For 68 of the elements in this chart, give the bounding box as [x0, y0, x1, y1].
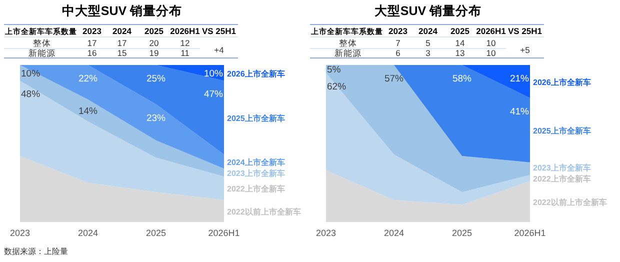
category-label: 2023: [82, 26, 102, 36]
text: +4: [214, 45, 224, 55]
data-label: 10: [486, 48, 496, 58]
series-label: 2023上市全新车: [227, 168, 285, 178]
series-label: 2022上市全新车: [533, 174, 591, 184]
x-tick-label: 2024: [78, 228, 98, 238]
data-label: 10: [486, 38, 496, 48]
text: 整体: [339, 38, 357, 48]
source-note: 数据来源：上险量: [4, 247, 68, 256]
x-tick-label: 2023: [10, 228, 30, 238]
data-label: 57%: [384, 74, 404, 84]
data-label: 21%: [510, 74, 530, 84]
series-label: 2024上市全新车: [227, 157, 285, 168]
data-label: 19: [149, 48, 159, 58]
data-label: 15: [117, 48, 127, 58]
text: 新能源: [334, 48, 362, 58]
data-label: 3: [426, 48, 431, 58]
data-label: 20: [149, 38, 159, 48]
data-label: 17: [87, 38, 97, 48]
data-label: 5%: [327, 64, 342, 76]
text: 新能源: [28, 48, 56, 58]
data-label: 16: [87, 48, 97, 58]
data-label: 58%: [452, 74, 472, 84]
x-tick-label: 2023: [316, 228, 336, 238]
series-label: 2025上市全新车: [227, 113, 285, 124]
data-label: 7: [396, 38, 401, 48]
series-label: 2023上市全新车: [533, 162, 591, 173]
data-label: 14%: [78, 106, 98, 118]
x-tick-label: 2026H1: [208, 228, 240, 238]
series-label: 2025上市全新车: [533, 126, 591, 136]
text: 中大型SUV 销量分布: [62, 4, 182, 18]
data-label: 6: [396, 48, 401, 58]
data-label: 14: [455, 38, 465, 48]
data-label: 11: [180, 48, 190, 58]
category-label: 2024: [112, 26, 132, 36]
data-label: 25%: [146, 74, 166, 84]
category-label: 2025: [144, 26, 164, 36]
series-label: 2022以前上市全新车: [227, 206, 301, 217]
text: 整体: [33, 38, 51, 48]
data-label: 13: [455, 48, 465, 58]
data-label: 47%: [204, 89, 224, 100]
series-label: 2022上市全新车: [227, 184, 285, 194]
category-label: VS 25H1: [202, 26, 236, 36]
series-label: 2022以前上市全新车: [533, 197, 607, 208]
data-label: 48%: [21, 89, 41, 100]
x-tick-label: 2025: [146, 228, 166, 238]
x-tick-label: 2024: [384, 228, 404, 238]
text: +5: [520, 45, 530, 55]
category-label: 2024: [418, 26, 438, 36]
x-tick-label: 2025: [452, 228, 472, 238]
series-label: 2026上市全新车: [227, 68, 285, 78]
text: 大型SUV 销量分布: [374, 4, 482, 18]
data-label: 62%: [327, 81, 347, 92]
data-label: 12: [180, 38, 190, 48]
data-label: 22%: [78, 74, 98, 84]
data-label: 10%: [204, 68, 224, 80]
category-label: 2025: [450, 26, 470, 36]
series-label: 2026上市全新车: [533, 76, 591, 87]
x-tick-label: 2026H1: [514, 228, 546, 238]
data-label: 5: [426, 38, 431, 48]
category-label: 2026H1: [170, 26, 200, 36]
category-label: 2023: [388, 26, 408, 36]
data-label: 17: [117, 38, 127, 48]
data-label: 10%: [21, 68, 41, 80]
category-label: VS 25H1: [508, 26, 542, 36]
category-label: 2026H1: [476, 26, 506, 36]
data-label: 23%: [146, 112, 166, 124]
data-label: 41%: [510, 106, 530, 118]
